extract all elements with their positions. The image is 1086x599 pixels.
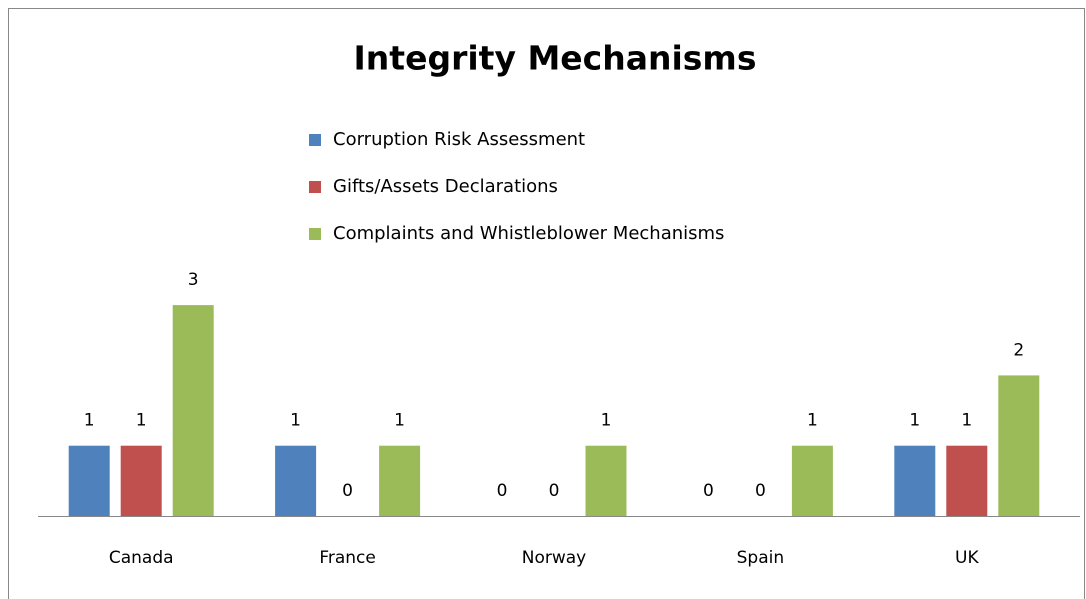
data-label: 1 (84, 411, 95, 431)
bar (946, 445, 988, 516)
legend-label: Corruption Risk Assessment (333, 129, 585, 150)
x-tick-label: Canada (109, 548, 174, 568)
legend-swatch (309, 134, 321, 146)
bar (172, 305, 214, 516)
data-label: 1 (394, 411, 405, 431)
legend-swatch (309, 181, 321, 193)
data-label: 1 (909, 411, 920, 431)
data-label: 0 (549, 481, 560, 501)
bar (585, 445, 627, 516)
legend-label: Complaints and Whistleblower Mechanisms (333, 223, 724, 244)
x-tick-label: Norway (522, 548, 587, 568)
data-label: 0 (703, 481, 714, 501)
data-label: 1 (601, 411, 612, 431)
data-label: 1 (807, 411, 818, 431)
bar (998, 375, 1040, 516)
legend-swatch (309, 228, 321, 240)
data-label: 0 (755, 481, 766, 501)
data-label: 3 (188, 270, 199, 290)
bar (894, 445, 936, 516)
x-tick-label: UK (955, 548, 979, 568)
legend-label: Gifts/Assets Declarations (333, 176, 558, 197)
bar (68, 445, 110, 516)
bar (120, 445, 162, 516)
bar (379, 445, 421, 516)
bar (275, 445, 317, 516)
x-tick-label: Spain (737, 548, 785, 568)
data-label: 2 (1013, 340, 1024, 360)
x-tick-label: France (319, 548, 376, 568)
bar (791, 445, 833, 516)
data-label: 0 (342, 481, 353, 501)
data-label: 0 (497, 481, 508, 501)
data-label: 1 (136, 411, 147, 431)
data-label: 1 (290, 411, 301, 431)
chart-title: Integrity Mechanisms (354, 39, 757, 78)
data-label: 1 (961, 411, 972, 431)
